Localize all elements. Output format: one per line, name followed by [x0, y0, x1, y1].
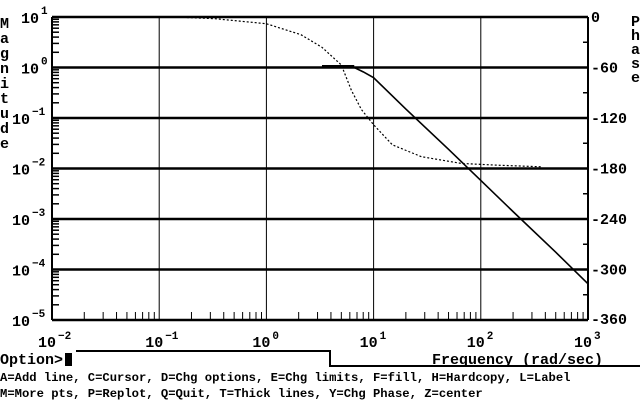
y-tick-label: 10	[21, 11, 39, 28]
x-tick-label: 10	[38, 335, 56, 352]
phase-tick-label: -360	[591, 312, 627, 329]
help-line-1: A=Add line, C=Cursor, D=Chg options, E=C…	[0, 371, 570, 385]
grid	[51, 15, 589, 322]
y-tick-exponent: −2	[32, 158, 45, 170]
y-tick-exponent: −1	[32, 107, 46, 119]
phase-tick-label: -120	[591, 111, 627, 128]
option-prompt: Option>	[0, 352, 63, 369]
y-axis-label-char: i	[0, 76, 9, 93]
y-axis-label-char: e	[0, 136, 9, 153]
y-axis-label-char: n	[0, 61, 9, 78]
x-tick-label: 10	[252, 335, 270, 352]
y2-axis-label-char: e	[631, 70, 640, 87]
x-tick-exponent: 0	[272, 331, 279, 343]
x-tick-label: 10	[145, 335, 163, 352]
y-tick-label: 10	[12, 314, 30, 331]
y-tick-label: 10	[12, 213, 30, 230]
y-tick-label: 10	[12, 112, 30, 129]
y-axis-label-char: t	[0, 91, 9, 108]
y-tick-exponent: −4	[32, 259, 46, 271]
y-tick-label: 10	[12, 264, 30, 281]
phase-tick-label: -60	[591, 61, 618, 78]
help-line-2: M=More pts, P=Replot, Q=Quit, T=Thick li…	[0, 387, 483, 400]
y-axis-label-char: a	[0, 31, 9, 48]
y-tick-exponent: 0	[41, 57, 48, 69]
x-tick-exponent: 3	[594, 331, 601, 343]
magnitude-line	[321, 66, 589, 285]
text-cursor[interactable]	[65, 353, 72, 366]
phase-tick-label: -300	[591, 263, 627, 280]
y-axis-label-char: d	[0, 121, 9, 138]
y-tick-exponent: −5	[32, 309, 46, 321]
phase-tick-label: -180	[591, 162, 627, 179]
x-tick-exponent: −2	[58, 331, 71, 343]
x-tick-label: 10	[360, 335, 378, 352]
y2-axis-label-char: s	[631, 56, 640, 73]
series	[174, 16, 589, 285]
y-tick-label: 10	[21, 62, 39, 79]
x-tick-label: 10	[574, 335, 592, 352]
y2-axis-label-char: a	[631, 42, 640, 59]
y-axis-label-char: M	[0, 16, 9, 33]
y-tick-exponent: 1	[41, 6, 48, 18]
phase-tick-label: 0	[591, 10, 600, 27]
x-axis-label: Frequency (rad/sec)	[432, 352, 603, 369]
phase-line	[174, 16, 542, 168]
status-divider	[76, 350, 640, 367]
y2-axis-label-char: P	[631, 14, 640, 31]
x-tick-exponent: 2	[487, 331, 494, 343]
x-tick-exponent: −1	[165, 331, 179, 343]
phase-tick-label: -240	[591, 212, 627, 229]
tick-labels: 10 −2 10 −1 10 0 10 1 10 2 10 310 110 010 −110 −210 −310…	[12, 6, 627, 352]
y-tick-exponent: −3	[32, 208, 46, 220]
axis-ticks	[52, 18, 588, 320]
y-axis-label-char: u	[0, 106, 9, 123]
y2-axis-label-char: h	[631, 28, 640, 45]
x-tick-exponent: 1	[380, 331, 387, 343]
y-tick-label: 10	[12, 163, 30, 180]
x-tick-label: 10	[467, 335, 485, 352]
y-axis-label-char: g	[0, 46, 9, 63]
